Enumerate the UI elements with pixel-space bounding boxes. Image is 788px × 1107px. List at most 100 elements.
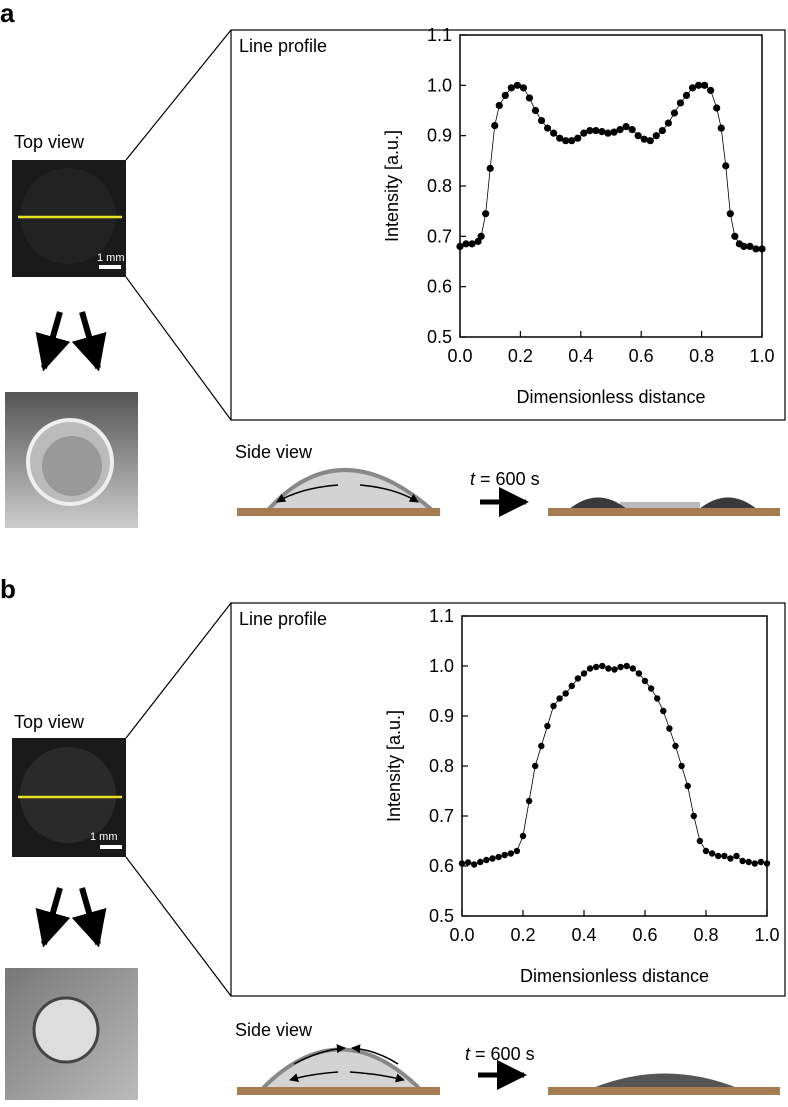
data-point [622,123,630,131]
data-point [513,81,521,89]
data-point [543,124,552,132]
zoom-box [230,29,786,421]
data-point [605,665,612,672]
data-point [634,132,642,140]
panel-label: b [0,574,16,604]
data-point [690,812,697,820]
droplet-residue [32,996,100,1064]
data-point [482,210,490,218]
data-point [658,127,666,135]
data-point [604,129,612,137]
data-point [726,210,734,218]
flow-arrow [289,1071,339,1082]
data-point [562,690,569,697]
x-tick-label: 0.4 [568,346,593,366]
data-point [525,94,534,102]
data-point [713,104,721,112]
substrate [237,508,440,516]
data-point [733,852,740,860]
data-point [640,135,648,143]
y-tick-label: 0.8 [427,176,452,196]
side-view-label: Side view [235,442,313,462]
x-tick-label: 0.0 [447,346,472,366]
y-axis-label: Intensity [a.u.] [384,710,404,822]
data-point [684,782,691,790]
data-point [507,850,514,857]
flow-arrow [293,1044,346,1065]
data-point [746,242,754,250]
data-point [623,662,630,670]
x-tick-label: 1.0 [749,346,774,366]
arrow [35,887,71,948]
data-point [456,242,464,250]
data-point [635,670,643,677]
data-point [701,81,709,89]
data-point [717,124,725,132]
x-tick-label: 0.6 [629,346,654,366]
zoom-box [230,602,786,997]
data-point [670,109,679,117]
data-point [544,722,551,730]
time-symbol: t [465,1044,471,1064]
data-point [611,666,618,673]
data-point [593,663,600,671]
data-point [721,852,728,860]
data-point [682,91,691,99]
panel-label: a [0,0,15,28]
data-point [707,86,715,94]
flow-arrow [349,1071,405,1083]
x-axis-label: Dimensionless distance [520,966,709,986]
data-point [525,797,533,805]
data-point [715,852,722,860]
data-point [647,685,655,692]
y-tick-label: 1.1 [429,606,454,626]
data-point [513,847,521,855]
x-tick-label: 0.2 [508,346,533,366]
data-point [462,240,470,248]
data-point [556,134,564,142]
y-tick-label: 1.0 [429,656,454,676]
data-point [486,164,494,172]
y-tick-label: 0.6 [427,277,452,297]
data-point [654,695,661,702]
data-point [538,742,545,750]
data-point [722,162,730,170]
plot-frame [461,615,768,917]
data-point [574,675,582,682]
time-label: t = 600 s [470,469,540,489]
substrate [548,508,780,516]
side-view-label: Side view [235,1020,313,1040]
time-value: = 600 s [475,1044,535,1064]
y-tick-label: 1.0 [427,75,452,95]
data-point [708,850,716,857]
data-point [616,126,624,134]
top-view-label: Top view [14,132,85,152]
data-point [556,695,563,702]
data-point [586,127,594,135]
x-tick-label: 0.4 [571,925,596,945]
data-point [696,837,704,845]
data-point [617,663,624,671]
data-point [740,242,748,250]
plot-frame [459,34,763,338]
residue-film [620,502,700,510]
droplet-side [257,1047,425,1091]
data-point [664,119,672,127]
y-tick-label: 0.9 [427,126,452,146]
data-point [666,725,673,732]
droplet [20,747,116,843]
data-point [702,847,710,855]
data-point [495,101,503,110]
zoom-line [125,276,232,421]
y-tick-label: 0.7 [429,806,454,826]
data-point [519,832,527,840]
data-point [758,245,766,253]
data-point [629,665,636,672]
y-tick-label: 0.8 [429,756,454,776]
substrate [237,1087,440,1095]
data-point [757,858,765,866]
data-point [694,81,703,89]
data-point [628,126,636,134]
data-point [495,853,502,861]
